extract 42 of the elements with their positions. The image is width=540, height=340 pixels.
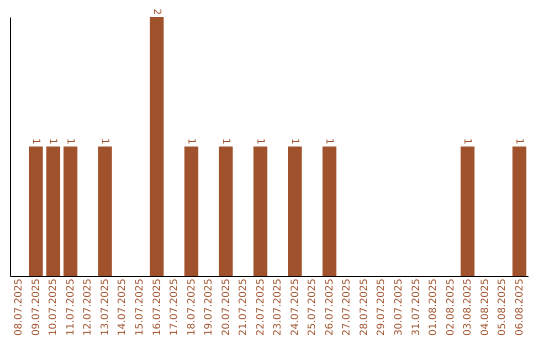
x-tick-label: 28.07.2025: [358, 278, 370, 336]
x-tick-label: 19.07.2025: [204, 278, 215, 336]
x-tick-label: 02.08.2025: [445, 278, 456, 336]
x-tick-label: 04.08.2025: [480, 278, 491, 336]
x-tick-label: 26.07.2025: [324, 278, 336, 336]
x-tick-label: 24.07.2025: [290, 278, 301, 336]
data-label: 1: [513, 138, 524, 144]
data-label: 1: [323, 138, 334, 144]
x-tick-label: 21.07.2025: [238, 278, 250, 336]
data-label: 1: [64, 138, 76, 144]
x-tick-label: 25.07.2025: [307, 278, 318, 336]
x-tick-label: 17.07.2025: [169, 278, 180, 336]
x-tick-label: 18.07.2025: [186, 278, 198, 336]
x-tick-label: 01.08.2025: [428, 278, 440, 336]
x-tick-label: 15.07.2025: [134, 278, 146, 336]
data-label: 1: [185, 138, 196, 144]
data-label: 1: [98, 138, 110, 144]
data-label: 1: [462, 138, 473, 144]
x-tick-label: 14.07.2025: [117, 278, 128, 336]
x-tick-label: 06.08.2025: [514, 278, 526, 336]
data-label: 1: [220, 138, 231, 144]
x-tick-label: 23.07.2025: [272, 278, 284, 336]
x-tick-label: 11.07.2025: [65, 278, 76, 336]
x-tick-label: 30.07.2025: [394, 278, 404, 336]
x-tick-label: 13.07.2025: [100, 278, 111, 336]
x-tick-label: 29.07.2025: [376, 278, 388, 336]
x-tick-label: 09.07.2025: [30, 278, 42, 336]
data-label: 1: [288, 138, 300, 144]
x-tick-label: 08.07.2025: [14, 278, 25, 336]
x-tick-label: 10.07.2025: [48, 278, 60, 336]
x-tick-label: 27.07.2025: [342, 278, 353, 336]
data-label: 1: [47, 138, 58, 144]
x-tick-label: 22.07.2025: [255, 278, 266, 336]
x-tick-label: 03.08.2025: [462, 278, 474, 336]
x-tick-label: 31.07.2025: [410, 278, 422, 336]
x-tick-label: 05.08.2025: [497, 278, 508, 336]
x-tick-label: 12.07.2025: [82, 278, 94, 336]
data-label: 2: [150, 8, 162, 15]
x-tick-label: 16.07.2025: [152, 278, 163, 336]
data-label: 1: [30, 138, 41, 144]
data-label: 1: [254, 138, 266, 144]
x-tick-label: 20.07.2025: [220, 278, 232, 336]
